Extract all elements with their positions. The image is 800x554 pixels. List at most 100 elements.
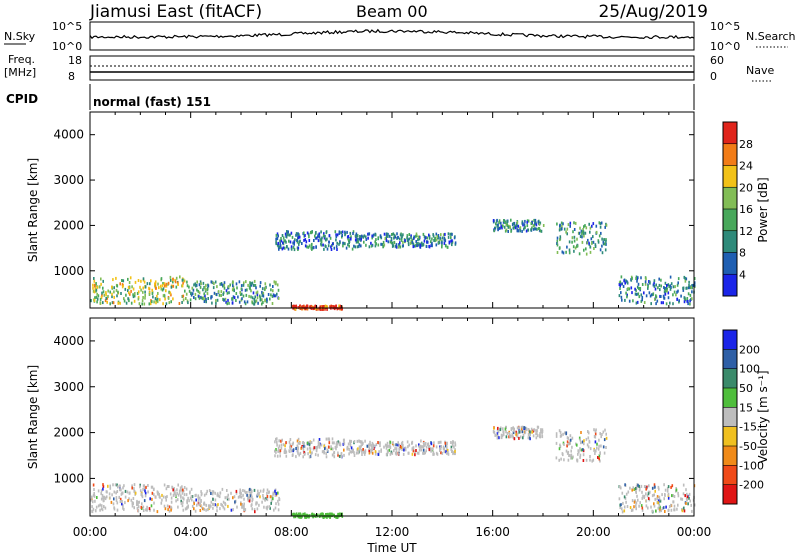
echo-cell	[657, 286, 659, 290]
echo-cell	[101, 291, 103, 295]
echo-cell	[177, 505, 179, 509]
echo-cell	[241, 505, 243, 509]
colorbar-tick-label: 15	[739, 401, 753, 414]
echo-cell	[555, 441, 558, 445]
echo-cell	[92, 289, 95, 293]
echo-cell	[637, 498, 639, 502]
echo-cell	[393, 449, 395, 453]
echo-cell	[407, 451, 410, 455]
echo-cell	[677, 503, 679, 507]
echo-cell	[669, 275, 672, 279]
echo-cell	[579, 453, 582, 457]
echo-cell	[302, 446, 304, 450]
echo-cell	[357, 449, 360, 453]
echo-cell	[123, 507, 125, 511]
echo-cell	[618, 497, 621, 501]
echo-cell	[204, 286, 206, 290]
echo-cell	[645, 499, 648, 503]
echo-cell	[407, 241, 410, 245]
echo-cell	[452, 452, 454, 456]
x-tick-label: 04:00	[173, 525, 208, 539]
echo-cell	[131, 285, 133, 289]
echo-cell	[348, 239, 350, 243]
echo-cell	[205, 492, 208, 496]
echo-cell	[682, 288, 685, 292]
echo-cell	[284, 451, 286, 454]
echo-cell	[259, 294, 261, 298]
echo-cell	[184, 289, 186, 293]
echo-cell	[513, 427, 515, 431]
echo-cell	[120, 492, 123, 496]
echo-cell	[297, 437, 300, 441]
echo-cell	[303, 231, 305, 235]
echo-cell	[197, 497, 200, 501]
echo-cell	[227, 285, 230, 289]
echo-cell	[681, 497, 684, 501]
echo-cell	[348, 447, 350, 451]
echo-cell	[251, 499, 253, 503]
echo-cell	[664, 281, 667, 285]
echo-cell	[630, 286, 633, 290]
echo-cell	[160, 501, 163, 505]
echo-cell	[584, 231, 587, 235]
echo-cell	[675, 488, 678, 492]
echo-cell	[138, 500, 140, 504]
echo-cell	[269, 283, 271, 287]
echo-cell	[686, 297, 689, 300]
echo-cell	[259, 489, 262, 493]
echo-cell	[311, 230, 313, 234]
echo-cell	[377, 236, 380, 240]
echo-cell	[355, 451, 358, 455]
echo-cell	[246, 288, 248, 292]
echo-cell	[249, 283, 251, 287]
echo-cell	[279, 245, 282, 249]
echo-cell	[532, 227, 535, 231]
echo-cell	[312, 307, 315, 311]
echo-cell	[226, 302, 228, 306]
echo-cell	[377, 243, 380, 247]
echo-cell	[139, 485, 141, 489]
echo-cell	[115, 288, 118, 292]
echo-cell	[289, 445, 291, 449]
echo-cell	[391, 241, 394, 245]
echo-cell	[430, 442, 433, 446]
echo-cell	[261, 302, 263, 306]
echo-cell	[525, 427, 528, 431]
echo-cell	[634, 292, 637, 296]
echo-cell	[589, 245, 591, 249]
echo-cell	[343, 453, 345, 457]
echo-cell	[423, 235, 426, 239]
echo-cell	[583, 248, 585, 252]
echo-cell	[643, 301, 646, 304]
nsky-bottom-tick: 10^0	[52, 40, 82, 53]
echo-cell	[662, 301, 664, 305]
echo-cell	[518, 430, 521, 434]
echo-cell	[684, 298, 687, 302]
echo-cell	[285, 240, 287, 244]
echo-cell	[162, 495, 165, 499]
echo-cell	[568, 454, 570, 457]
echo-cell	[251, 296, 254, 300]
echo-cell	[188, 499, 190, 503]
echo-cell	[143, 280, 146, 284]
echo-cell	[271, 302, 274, 305]
echo-cell	[152, 295, 154, 299]
echo-cell	[440, 445, 442, 448]
echo-cell	[142, 509, 145, 512]
echo-cell	[213, 503, 215, 507]
echo-cell	[529, 433, 531, 437]
echo-cell	[259, 284, 261, 288]
echo-cell	[582, 459, 585, 462]
echo-cell	[513, 222, 515, 226]
echo-cell	[670, 286, 672, 289]
echo-cell	[288, 233, 291, 237]
echo-cell	[597, 240, 600, 244]
echo-cell	[415, 234, 418, 238]
echo-cell	[166, 485, 169, 488]
echo-cell	[555, 432, 558, 436]
echo-cell	[441, 451, 444, 455]
echo-cell	[300, 446, 302, 450]
echo-cell	[277, 499, 279, 503]
echo-cell	[221, 487, 224, 491]
echo-cell	[538, 222, 541, 226]
